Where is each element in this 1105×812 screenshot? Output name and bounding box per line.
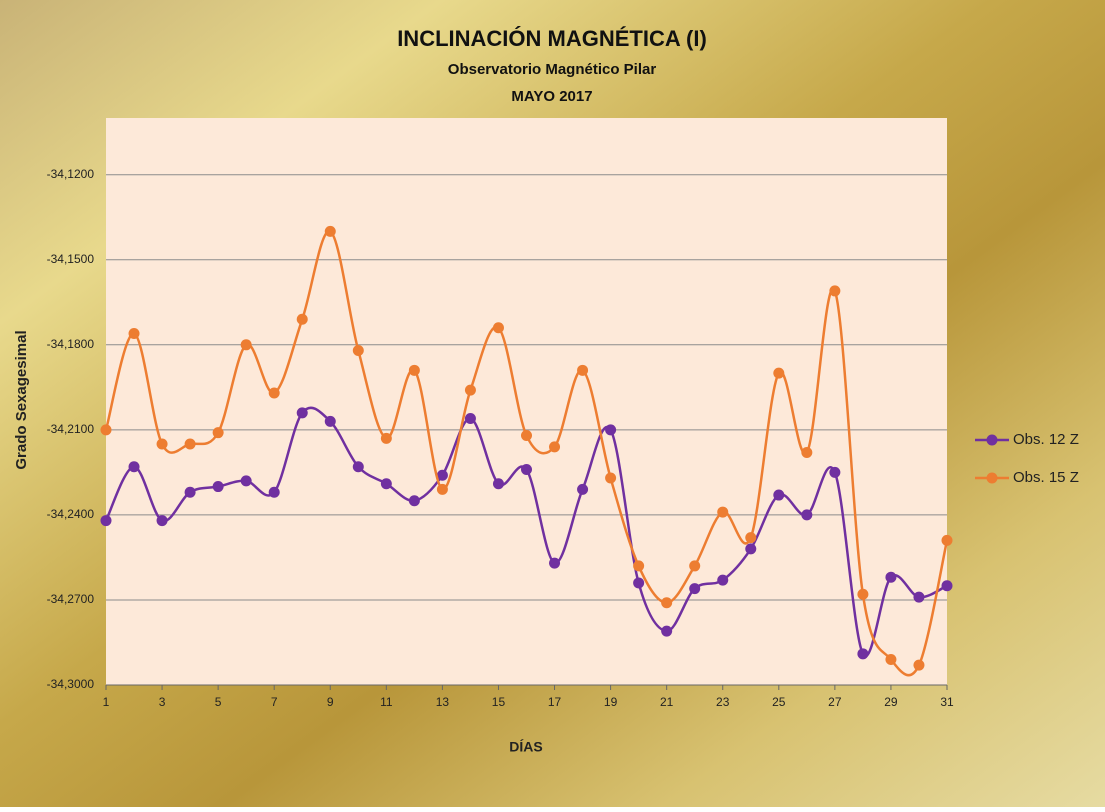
data-point [829,466,841,478]
data-point [436,469,448,481]
x-tick-label: 9 [327,695,334,709]
legend-marker [986,434,998,446]
y-axis-title: Grado Sexagesimal [13,330,30,469]
y-tick-label: -34,3000 [47,677,95,691]
data-point [464,413,476,425]
data-point [128,461,140,473]
data-point [408,364,420,376]
x-tick-label: 5 [215,695,222,709]
data-point [296,407,308,419]
data-point [156,515,168,527]
data-point [492,322,504,334]
data-point [464,384,476,396]
data-point [128,327,140,339]
chart-subtitle: Observatorio Magnético Pilar [448,61,657,78]
data-point [829,285,841,297]
data-point [408,495,420,507]
x-tick-label: 23 [716,695,730,709]
data-point [605,472,617,484]
y-tick-label: -34,2100 [47,422,95,436]
data-point [717,506,729,518]
y-tick-label: -34,1500 [47,252,95,266]
chart-subtitle: MAYO 2017 [511,88,592,105]
data-point [857,588,869,600]
data-point [801,509,813,521]
data-point [885,571,897,583]
y-tick-label: -34,2400 [47,507,95,521]
data-point [857,648,869,660]
y-tick-label: -34,1800 [47,337,95,351]
legend-label: Obs. 12 Z [1013,431,1079,448]
data-point [941,580,953,592]
data-point [324,415,336,427]
data-point [549,441,561,453]
data-point [577,364,589,376]
legend-marker [986,472,998,484]
x-tick-label: 11 [380,695,393,709]
x-tick-label: 1 [103,695,110,709]
data-point [380,478,392,490]
x-tick-label: 25 [772,695,786,709]
data-point [661,597,673,609]
data-point [100,515,112,527]
x-tick-label: 31 [940,695,954,709]
chart-title: INCLINACIÓN MAGNÉTICA (I) [397,26,707,51]
data-point [268,486,280,498]
data-point [156,438,168,450]
x-tick-label: 29 [884,695,898,709]
data-point [913,659,925,671]
data-point [689,560,701,572]
x-tick-label: 7 [271,695,278,709]
data-point [240,475,252,487]
legend-label: Obs. 15 Z [1013,469,1079,486]
data-point [352,461,364,473]
x-tick-label: 17 [548,695,562,709]
data-point [913,591,925,603]
x-tick-label: 13 [436,695,450,709]
data-point [941,534,953,546]
data-point [240,339,252,351]
data-point [605,424,617,436]
data-point [352,344,364,356]
y-tick-label: -34,2700 [47,592,95,606]
data-point [380,432,392,444]
data-point [296,313,308,325]
y-tick-label: -34,1200 [47,167,95,181]
series-line [104,406,948,658]
data-point [521,430,532,442]
data-point [633,577,645,589]
x-tick-label: 27 [828,695,842,709]
data-point [549,557,561,569]
data-point [212,427,224,439]
data-point [633,560,645,572]
data-point [885,653,897,665]
data-point [324,225,336,237]
plot-area [106,118,947,685]
data-point [521,464,532,476]
series-line [104,230,949,677]
data-point [745,543,757,555]
data-point [689,583,701,595]
x-tick-label: 21 [660,695,674,709]
data-point [745,532,757,544]
data-point [184,438,196,450]
data-point [577,483,589,495]
data-point [212,481,224,493]
x-tick-label: 19 [604,695,618,709]
data-point [801,447,813,459]
data-point [100,424,112,436]
data-point [661,625,673,637]
x-axis-title: DÍAS [509,739,542,755]
data-point [184,486,196,498]
x-tick-label: 3 [159,695,166,709]
data-point [268,387,280,399]
x-tick-label: 15 [492,695,506,709]
data-point [717,574,729,586]
data-point [492,478,504,490]
data-point [773,489,785,501]
data-point [773,367,785,379]
data-point [436,483,448,495]
